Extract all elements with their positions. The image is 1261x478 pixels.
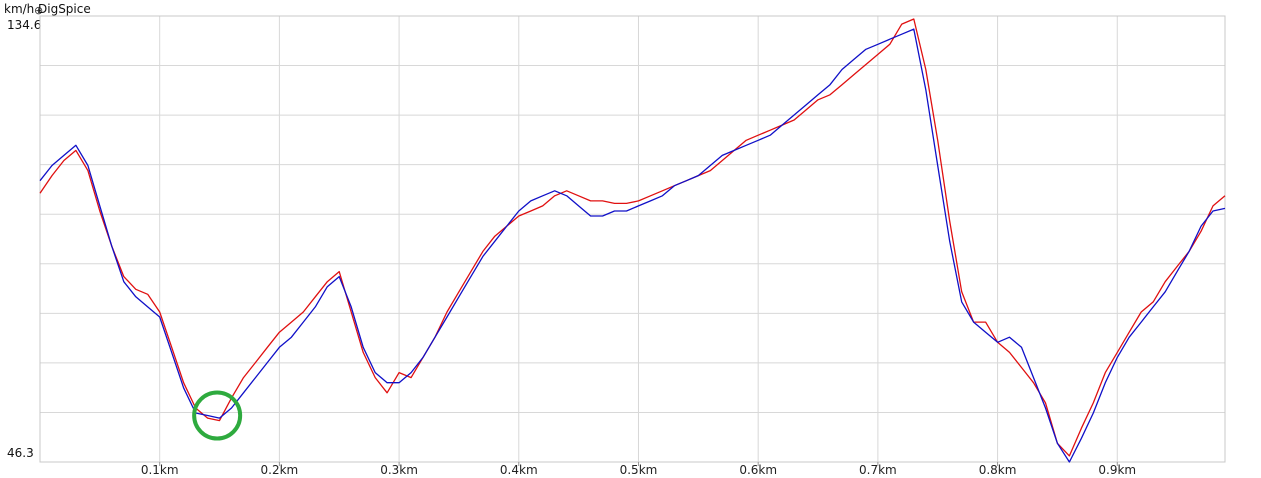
grid-layer: [40, 16, 1225, 462]
y-unit-label: km/h: [4, 2, 35, 16]
y-min-label: 46.3: [7, 446, 34, 460]
series-line-1: [39, 18, 1226, 457]
x-tick-label: 0.2km: [261, 463, 299, 477]
x-tick-label: 0.8km: [979, 463, 1017, 477]
x-tick-label: 0.1km: [141, 463, 179, 477]
x-axis: 0.1km 0.2km 0.3km 0.4km 0.5km 0.6km 0.7km 0.8km…: [141, 462, 1136, 477]
x-tick-label: 0.3km: [380, 463, 418, 477]
plot-frame: [39, 15, 1226, 463]
x-tick-label: 0.7km: [859, 463, 897, 477]
x-tick-label: 0.5km: [620, 463, 658, 477]
y-max-label: 134.6: [7, 18, 42, 32]
series-line-2: [39, 28, 1226, 463]
x-tick-label: 0.9km: [1098, 463, 1136, 477]
highlight-circle: [192, 390, 243, 441]
app-logo-icon: ⊕: [34, 4, 44, 17]
x-tick-label: 0.6km: [739, 463, 777, 477]
app-title: DigSpice: [38, 2, 91, 16]
series-layer: [39, 18, 1226, 463]
annotation-layer: [192, 390, 243, 441]
x-tick-label: 0.4km: [500, 463, 538, 477]
